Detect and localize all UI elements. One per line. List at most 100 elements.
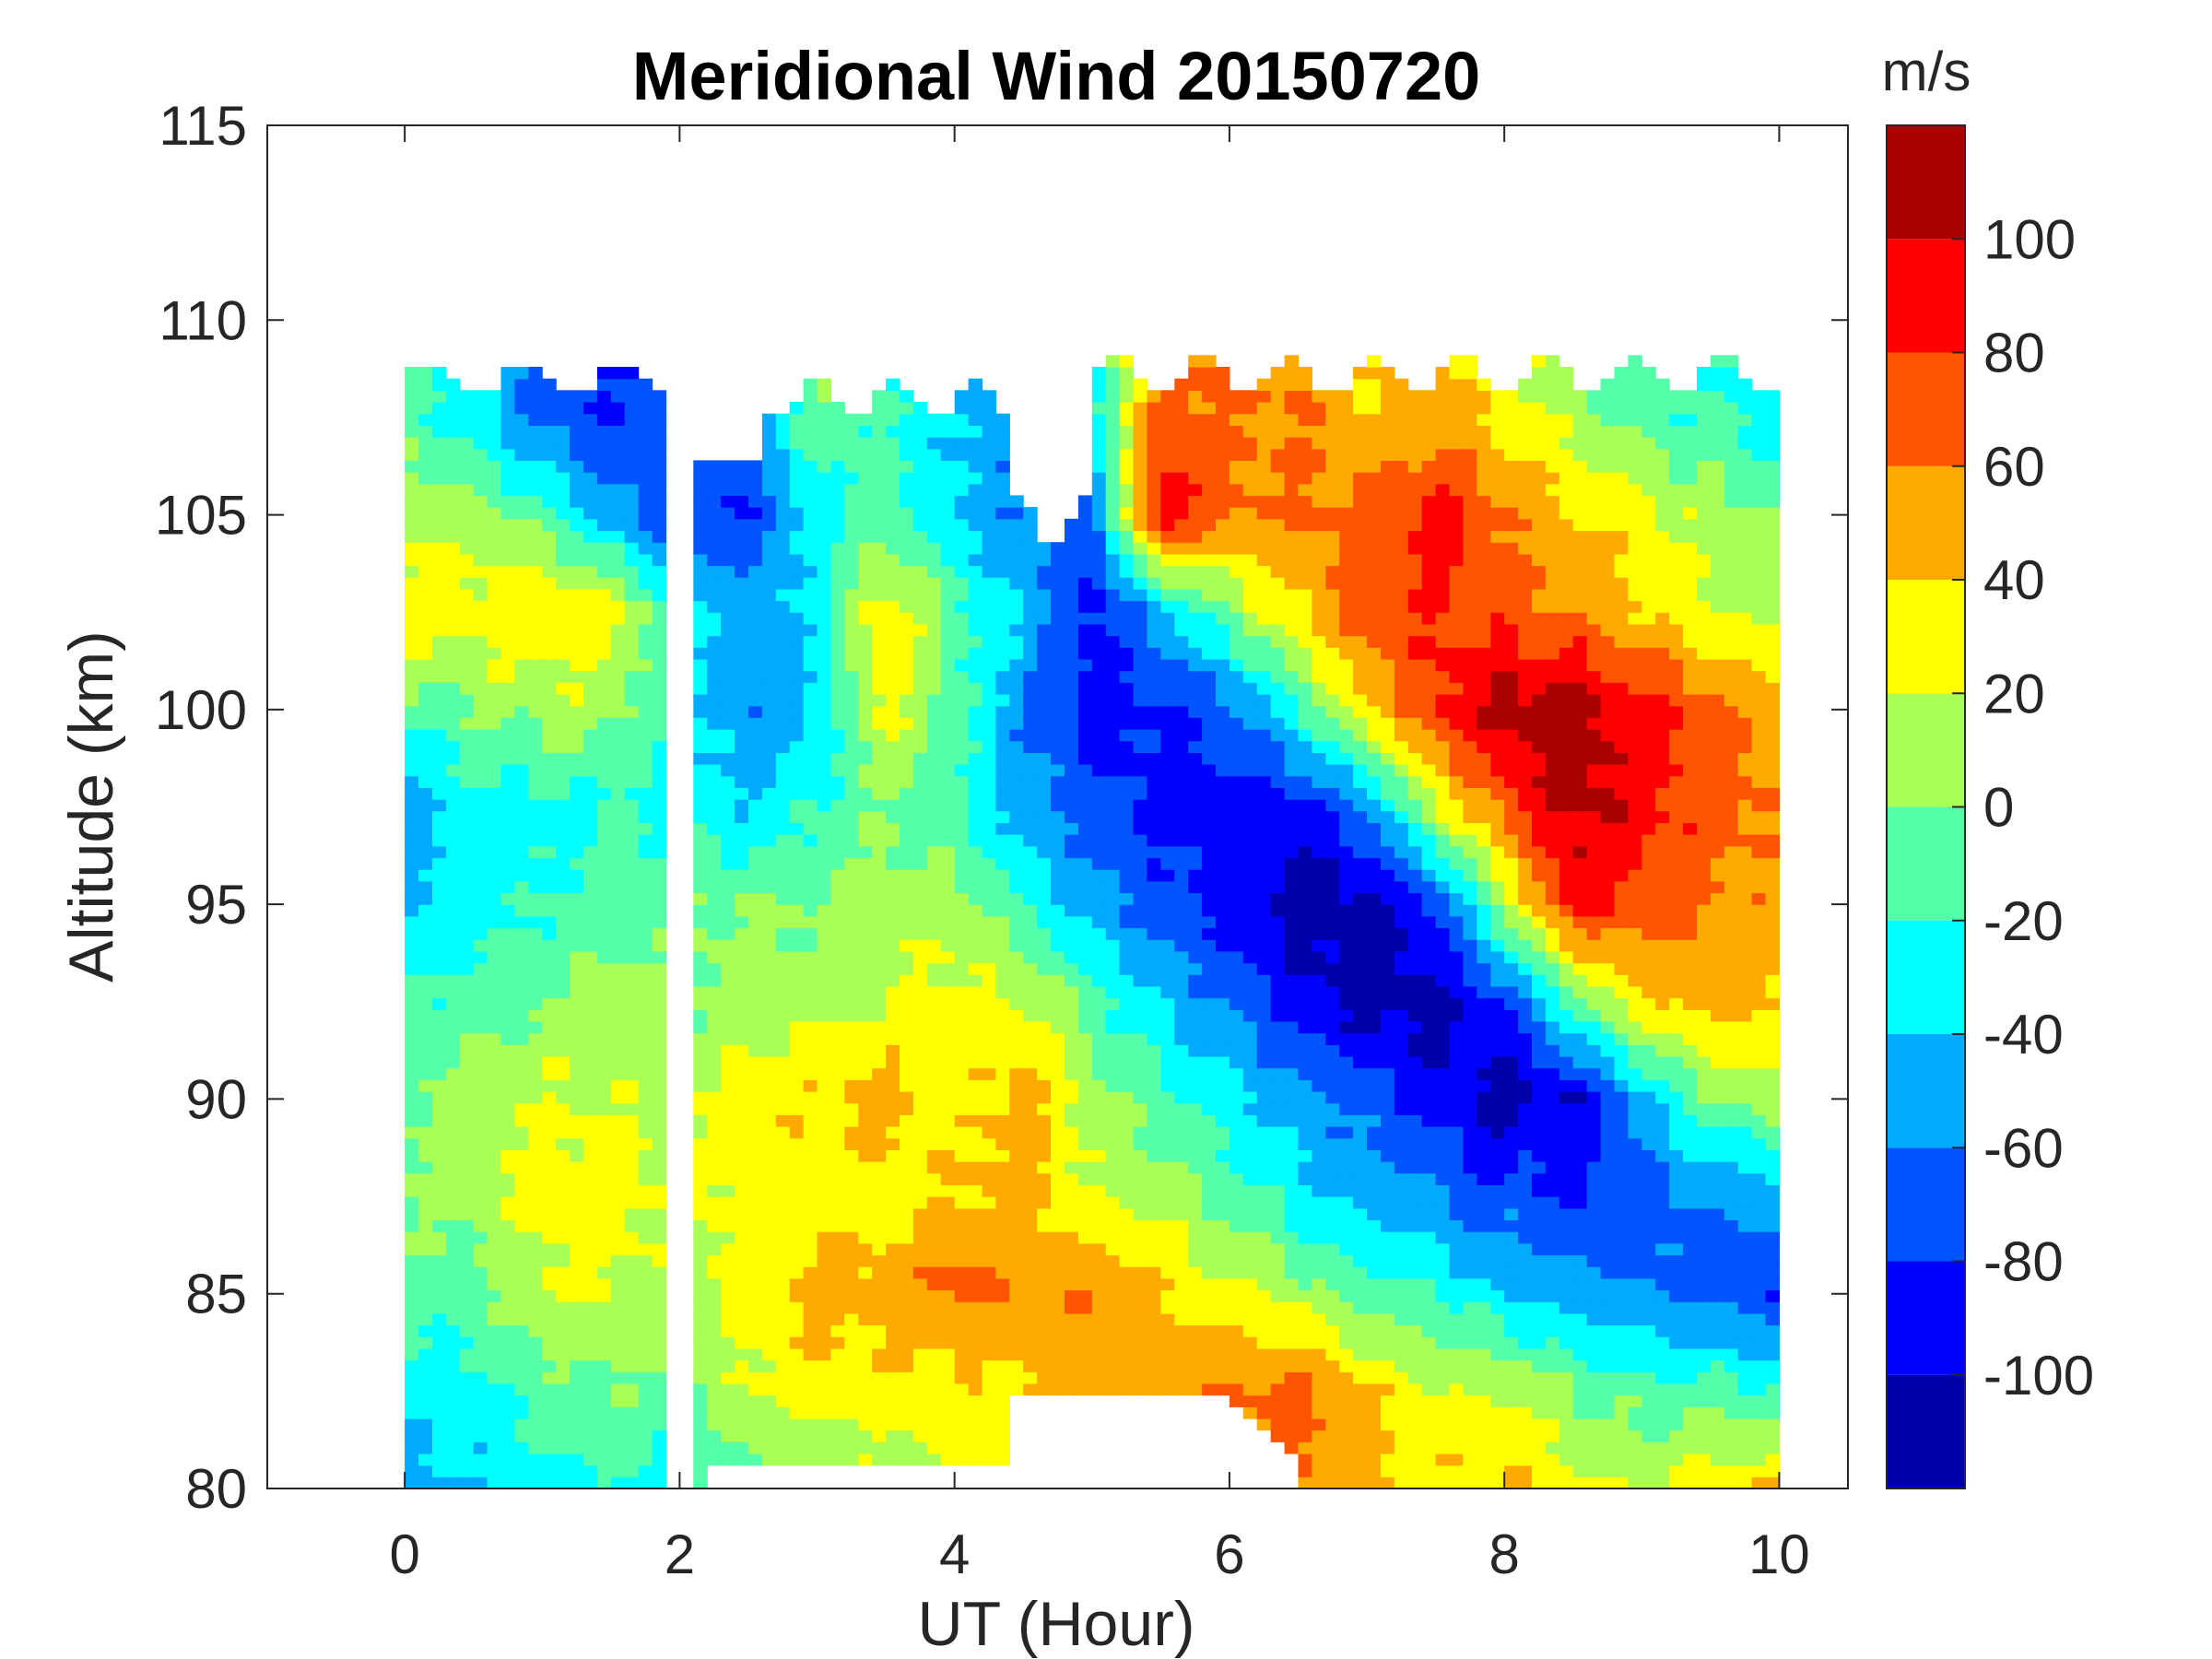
- contour-cell: [721, 764, 735, 777]
- contour-cell: [940, 740, 956, 753]
- contour-cell: [432, 1161, 447, 1174]
- contour-cell: [721, 1441, 735, 1454]
- contour-cell: [418, 1079, 433, 1092]
- contour-cell: [1051, 857, 1065, 870]
- contour-cell: [721, 1184, 735, 1197]
- contour-cell: [940, 1301, 956, 1314]
- contour-cell: [886, 437, 900, 450]
- contour-cell: [596, 845, 612, 859]
- contour-cell: [487, 985, 502, 999]
- contour-cell: [1147, 577, 1161, 590]
- contour-cell: [638, 717, 653, 730]
- contour-cell: [940, 1441, 956, 1454]
- contour-cell: [500, 880, 515, 894]
- contour-cell: [1091, 950, 1107, 964]
- contour-cell: [500, 495, 515, 508]
- contour-cell: [735, 1231, 749, 1244]
- contour-cell: [748, 658, 763, 672]
- contour-cell: [652, 588, 667, 602]
- contour-cell: [761, 1114, 777, 1127]
- contour-cell: [500, 1465, 515, 1477]
- contour-cell: [707, 1009, 722, 1022]
- contour-cell: [968, 997, 983, 1010]
- contour-cell: [954, 764, 970, 777]
- contour-cell: [445, 810, 461, 823]
- contour-cell: [1009, 904, 1024, 917]
- contour-cell: [1037, 1207, 1052, 1220]
- contour-cell: [886, 682, 900, 695]
- contour-cell: [1160, 1301, 1175, 1314]
- contour-cell: [844, 717, 859, 730]
- contour-cell: [1119, 577, 1135, 590]
- contour-cell: [817, 857, 831, 870]
- contour-cell: [1091, 1371, 1107, 1384]
- contour-cell: [1174, 565, 1189, 578]
- contour-cell: [858, 717, 873, 730]
- contour-cell: [638, 1301, 653, 1314]
- contour-cell: [1133, 1172, 1147, 1185]
- contour-cell: [817, 460, 831, 473]
- contour-cell: [995, 600, 1010, 613]
- contour-cell: [926, 1231, 942, 1244]
- contour-cell: [693, 775, 708, 788]
- contour-cell: [940, 1067, 956, 1080]
- contour-cell: [886, 1137, 900, 1150]
- contour-cell: [748, 1207, 763, 1220]
- contour-cell: [1065, 892, 1079, 905]
- contour-cell: [528, 623, 543, 637]
- contour-cell: [1091, 1219, 1107, 1232]
- contour-cell: [830, 997, 845, 1010]
- contour-cell: [1023, 892, 1038, 905]
- contour-cell: [761, 1079, 777, 1092]
- contour-cell: [1105, 1020, 1121, 1034]
- contour-cell: [912, 682, 928, 695]
- contour-cell: [982, 810, 996, 823]
- contour-cell: [418, 565, 433, 578]
- contour-cell: [459, 845, 475, 859]
- contour-cell: [1037, 1196, 1052, 1209]
- contour-cell: [844, 495, 859, 508]
- contour-cell: [1091, 1102, 1107, 1115]
- contour-cell: [1051, 787, 1065, 800]
- contour-cell: [693, 694, 708, 707]
- contour-cell: [912, 1161, 928, 1174]
- contour-cell: [432, 1336, 447, 1349]
- contour-cell: [1133, 577, 1147, 590]
- contour-cell: [583, 962, 598, 975]
- contour-cell: [583, 1254, 598, 1267]
- contour-cell: [1065, 1277, 1079, 1291]
- contour-cell: [1037, 705, 1052, 718]
- contour-cell: [1160, 1032, 1175, 1045]
- contour-cell: [775, 565, 791, 578]
- contour-cell: [803, 1114, 818, 1127]
- contour-cell: [803, 1406, 818, 1419]
- contour-cell: [500, 402, 515, 415]
- contour-cell: [610, 845, 626, 859]
- contour-cell: [556, 1266, 571, 1279]
- contour-cell: [528, 997, 543, 1010]
- contour-cell: [1188, 1044, 1203, 1057]
- contour-cell: [1147, 553, 1161, 567]
- contour-cell: [693, 1102, 708, 1115]
- contour-cell: [900, 647, 914, 660]
- contour-cell: [844, 694, 859, 707]
- contour-cell: [858, 1219, 873, 1232]
- contour-cell: [556, 799, 571, 812]
- contour-cell: [1037, 962, 1052, 975]
- contour-cell: [900, 1394, 914, 1407]
- contour-cell: [817, 1091, 831, 1104]
- contour-cell: [940, 950, 956, 964]
- contour-cell: [693, 1137, 708, 1150]
- contour-cell: [652, 483, 667, 497]
- contour-cell: [693, 1009, 708, 1022]
- contour-cell: [1091, 448, 1107, 461]
- contour-cell: [596, 1172, 612, 1185]
- contour-cell: [418, 1102, 433, 1115]
- contour-cell: [610, 378, 626, 391]
- contour-cell: [872, 1114, 887, 1127]
- contour-cell: [748, 1371, 763, 1384]
- contour-cell: [968, 1207, 983, 1220]
- contour-cell: [624, 915, 640, 929]
- contour-cell: [487, 588, 502, 602]
- contour-cell: [735, 1067, 749, 1080]
